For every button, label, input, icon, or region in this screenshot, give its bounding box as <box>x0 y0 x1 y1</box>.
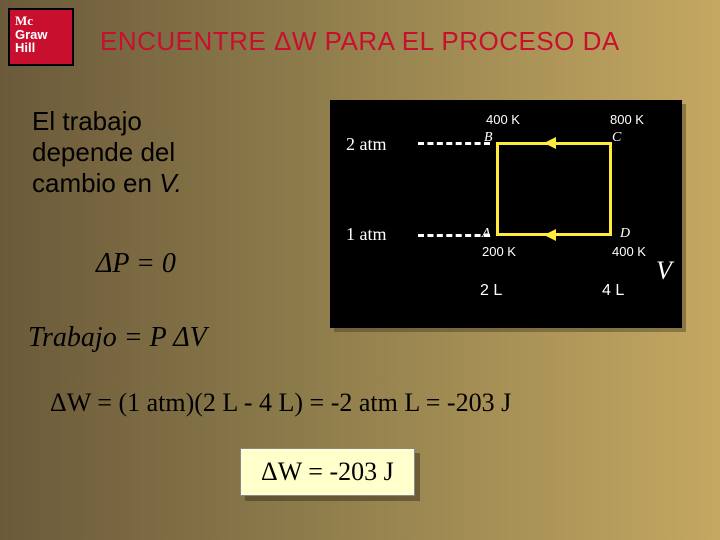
y-label-2atm: 2 atm <box>346 134 387 155</box>
main-calculation: ΔW = (1 atm)(2 L - 4 L) = -2 atm L = -20… <box>50 388 511 418</box>
body-text: El trabajo depende del cambio en V. <box>32 106 312 200</box>
temp-b: 400 K <box>486 112 520 127</box>
body-line2: depende del <box>32 137 175 167</box>
slide-title: ENCUENTRE ΔW PARA EL PROCESO DA <box>100 26 620 57</box>
dashed-line-top <box>418 142 490 145</box>
arrow-bc <box>544 137 556 149</box>
work-equation: Trabajo = P ΔV <box>28 322 207 354</box>
axis-v-label: V <box>656 256 672 286</box>
temp-d: 400 K <box>612 244 646 259</box>
x-label-2l: 2 L <box>480 282 502 300</box>
body-var-v: V. <box>159 168 182 198</box>
point-c: C <box>612 130 621 146</box>
point-d: D <box>620 226 630 242</box>
cycle-rectangle <box>496 142 612 236</box>
y-label-1atm: 1 atm <box>346 224 387 245</box>
x-label-4l: 4 L <box>602 282 624 300</box>
temp-a: 200 K <box>482 244 516 259</box>
dashed-line-bottom <box>418 234 490 237</box>
body-line3: cambio en <box>32 168 159 198</box>
point-a: A <box>482 226 491 242</box>
pv-diagram: 2 atm 1 atm 400 K 800 K B C A D 200 K 40… <box>330 100 682 328</box>
publisher-logo: Mc Graw Hill <box>8 8 74 66</box>
delta-p-equation: ΔP = 0 <box>96 248 176 280</box>
temp-c: 800 K <box>610 112 644 127</box>
body-line1: El trabajo <box>32 106 142 136</box>
point-b: B <box>484 130 493 146</box>
answer-box: ΔW = -203 J <box>240 448 415 496</box>
arrow-da <box>544 229 556 241</box>
logo-line3: Hill <box>15 40 35 55</box>
